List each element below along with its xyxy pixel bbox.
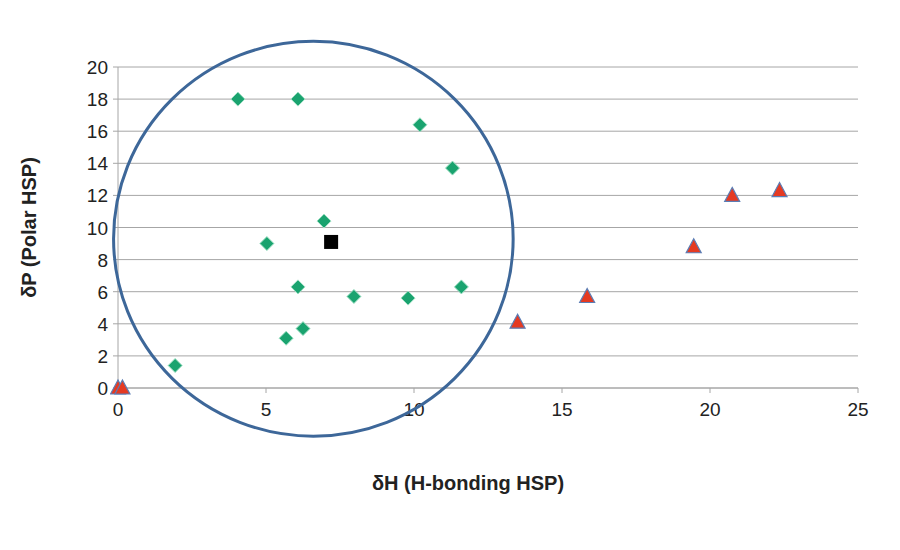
grid-line [118, 323, 858, 324]
y-axis [118, 67, 119, 388]
solubility-circle [114, 41, 514, 436]
x-tick-label: 20 [699, 399, 720, 420]
point [725, 187, 740, 201]
point [231, 92, 245, 106]
point [296, 322, 310, 336]
point [291, 92, 305, 106]
series [168, 92, 468, 372]
y-tick-label: 16 [87, 121, 108, 142]
y-tick-label: 12 [87, 185, 108, 206]
point [347, 290, 361, 304]
grid-line [118, 291, 858, 292]
point [413, 118, 427, 132]
grid-line [118, 388, 858, 389]
point [260, 237, 274, 251]
grid-line [118, 259, 858, 260]
point [317, 214, 331, 228]
series [111, 183, 788, 394]
y-tick [113, 323, 118, 324]
x-tick [858, 388, 859, 393]
grid-line [118, 67, 858, 68]
x-tick-label: 5 [261, 399, 272, 420]
y-tick-label: 20 [87, 57, 108, 78]
grid-line [118, 355, 858, 356]
point [279, 331, 293, 345]
x-tick [266, 388, 267, 393]
point [510, 314, 525, 328]
grid-line [118, 195, 858, 196]
y-tick [113, 131, 118, 132]
grid-line [118, 131, 858, 132]
y-tick [113, 99, 118, 100]
y-tick-label: 6 [97, 282, 108, 303]
x-axis-label: δH (H-bonding HSP) [372, 472, 564, 494]
y-tick-label: 14 [87, 153, 109, 174]
x-tick-label: 25 [847, 399, 868, 420]
grid-line [118, 227, 858, 228]
y-tick [113, 163, 118, 164]
y-tick-label: 0 [97, 378, 108, 399]
point [324, 235, 338, 249]
chart: 024681012141618200510152025δH (H-bonding… [0, 0, 900, 550]
point [454, 280, 468, 294]
series [324, 235, 338, 249]
point [580, 289, 595, 303]
point [115, 380, 130, 394]
x-tick-label: 0 [113, 399, 124, 420]
x-tick [710, 388, 711, 393]
y-tick-label: 4 [97, 314, 108, 335]
y-tick [113, 291, 118, 292]
point [401, 291, 415, 305]
point [445, 161, 459, 175]
points [111, 92, 788, 394]
y-tick-label: 2 [97, 346, 108, 367]
x-tick [562, 388, 563, 393]
y-tick-label: 18 [87, 89, 108, 110]
grid-line [118, 99, 858, 100]
x-axis [118, 388, 858, 389]
y-tick [113, 67, 118, 68]
point [686, 239, 701, 253]
point [772, 183, 787, 197]
point [168, 359, 182, 373]
grid-line [118, 163, 858, 164]
point [291, 280, 305, 294]
y-axis-label: δP (Polar HSP) [18, 157, 40, 298]
y-tick [113, 355, 118, 356]
y-tick-label: 8 [97, 250, 108, 271]
y-tick-label: 10 [87, 218, 108, 239]
x-tick [414, 388, 415, 393]
x-tick-label: 15 [551, 399, 572, 420]
